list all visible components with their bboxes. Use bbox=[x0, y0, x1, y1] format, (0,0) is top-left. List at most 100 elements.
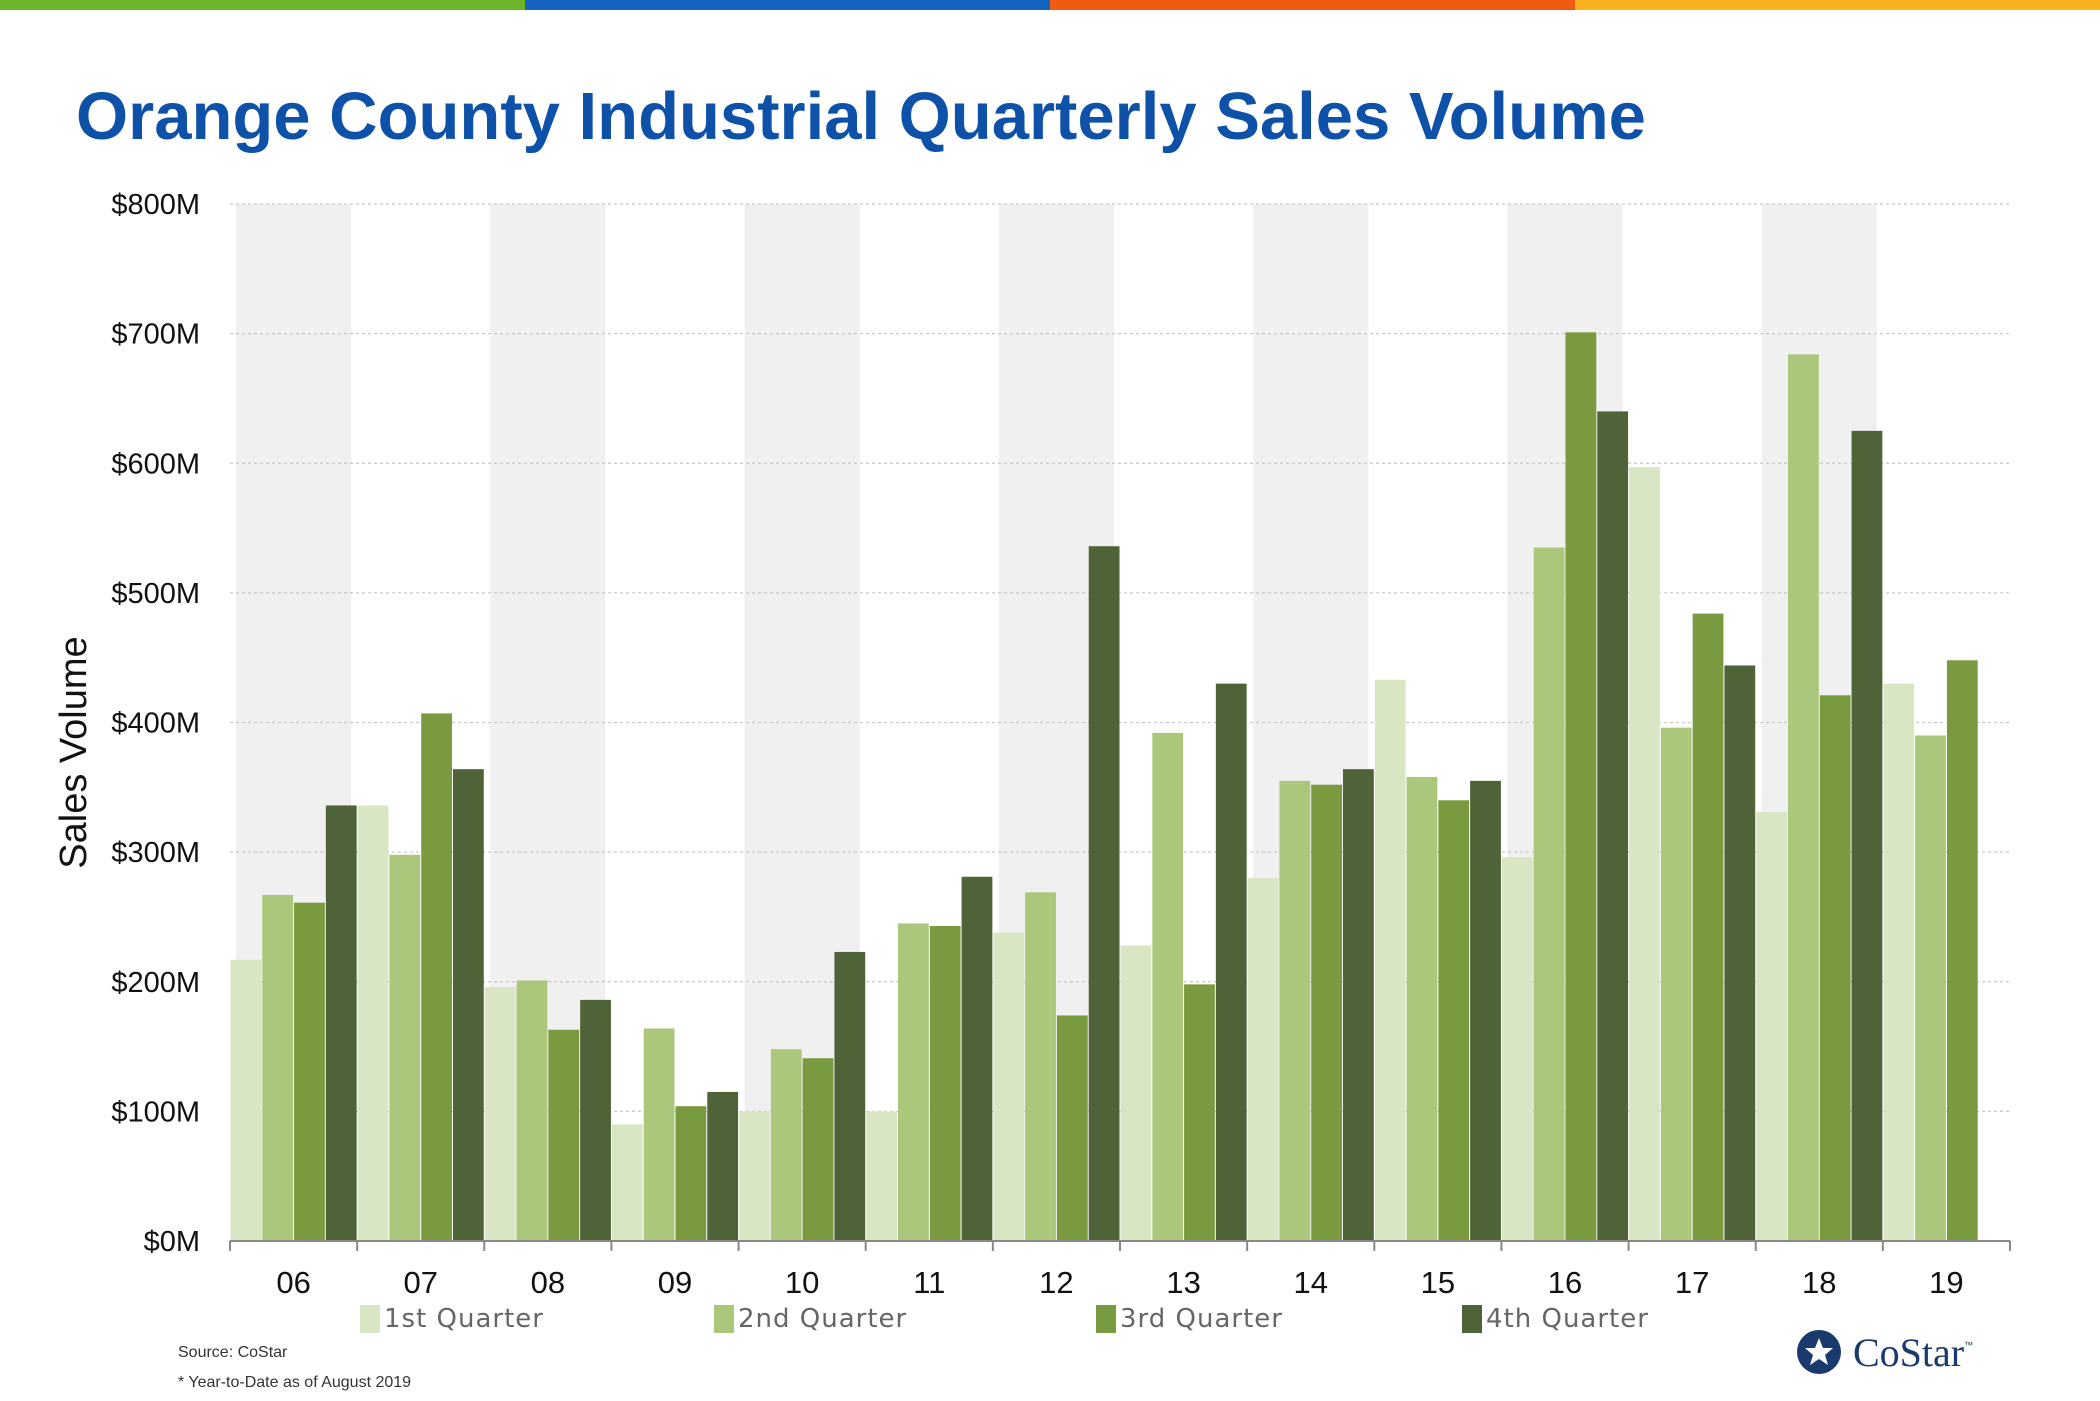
legend-label-q1: 1st Quarter bbox=[384, 1304, 544, 1334]
bar-17-q3 bbox=[1692, 613, 1724, 1241]
x-tick-label: 06 bbox=[276, 1265, 310, 1300]
bar-14-q1 bbox=[1247, 878, 1279, 1241]
bar-07-q4 bbox=[453, 769, 484, 1241]
bar-17-q4 bbox=[1724, 665, 1756, 1241]
bar-12-q3 bbox=[1056, 1015, 1088, 1241]
bar-chart: $0M $100M $200M $300M $400M $500M $600M $700M $8… bbox=[53, 189, 2011, 1300]
x-tick-label: 16 bbox=[1548, 1265, 1582, 1300]
top-bar-orange bbox=[1050, 0, 1575, 10]
x-tick-label: 08 bbox=[531, 1265, 565, 1300]
source-note: Source: CoStar bbox=[178, 1344, 288, 1361]
y-tick-label: $0M bbox=[144, 1226, 200, 1258]
legend-item-q2: 2nd Quarter bbox=[714, 1304, 907, 1334]
y-tick-label: $400M bbox=[111, 708, 200, 740]
bar-15-q4 bbox=[1470, 780, 1501, 1241]
bar-16-q2 bbox=[1533, 547, 1565, 1241]
bar-13-q2 bbox=[1152, 732, 1184, 1241]
x-tick-label: 14 bbox=[1293, 1265, 1327, 1300]
bar-09-q1 bbox=[611, 1124, 643, 1241]
x-tick-label: 12 bbox=[1039, 1265, 1073, 1300]
top-color-bar bbox=[0, 0, 2100, 10]
costar-logo: CoStar ™ bbox=[1793, 1326, 1973, 1378]
y-tick-label: $200M bbox=[111, 967, 200, 999]
bar-08-q1 bbox=[484, 986, 516, 1241]
legend-item-q4: 4th Quarter bbox=[1462, 1304, 1649, 1334]
bar-18-q1 bbox=[1756, 811, 1787, 1241]
bar-13-q1 bbox=[1120, 945, 1152, 1241]
legend-item-q3: 3rd Quarter bbox=[1096, 1304, 1283, 1334]
x-tick-label: 15 bbox=[1421, 1265, 1455, 1300]
bar-17-q1 bbox=[1629, 467, 1660, 1241]
bar-15-q3 bbox=[1438, 800, 1470, 1241]
bar-10-q2 bbox=[770, 1049, 802, 1241]
y-tick-label: $700M bbox=[111, 319, 200, 351]
bar-08-q4 bbox=[580, 999, 611, 1241]
bar-14-q4 bbox=[1343, 769, 1374, 1241]
bar-11-q3 bbox=[929, 926, 961, 1241]
top-bar-blue bbox=[525, 0, 1050, 10]
x-tick-label: 07 bbox=[403, 1265, 437, 1300]
top-bar-yellow bbox=[1575, 0, 2100, 10]
bar-13-q4 bbox=[1215, 683, 1247, 1241]
bar-14-q2 bbox=[1279, 780, 1311, 1241]
x-tick-label: 17 bbox=[1675, 1265, 1709, 1300]
bar-18-q4 bbox=[1851, 430, 1883, 1241]
bar-09-q2 bbox=[643, 1028, 675, 1241]
y-tick-label: $100M bbox=[111, 1096, 200, 1128]
legend-label-q3: 3rd Quarter bbox=[1120, 1304, 1283, 1334]
bar-19-q3 bbox=[1946, 660, 1978, 1241]
bar-16-q4 bbox=[1597, 411, 1629, 1241]
bar-11-q4 bbox=[961, 876, 993, 1241]
logo-trademark: ™ bbox=[1964, 1340, 1974, 1350]
bar-07-q2 bbox=[389, 854, 421, 1241]
x-tick-label: 09 bbox=[658, 1265, 692, 1300]
legend-swatch-q4 bbox=[1462, 1305, 1482, 1333]
bar-17-q2 bbox=[1660, 727, 1692, 1241]
bar-16-q1 bbox=[1501, 857, 1533, 1241]
legend-label-q4: 4th Quarter bbox=[1486, 1304, 1649, 1334]
bar-09-q4 bbox=[707, 1091, 739, 1241]
bar-06-q1 bbox=[230, 959, 262, 1241]
bar-12-q4 bbox=[1088, 546, 1120, 1241]
bar-15-q2 bbox=[1406, 776, 1438, 1241]
bar-07-q3 bbox=[421, 713, 452, 1241]
y-tick-label: $300M bbox=[111, 837, 200, 869]
x-tick-label: 10 bbox=[785, 1265, 819, 1300]
bar-08-q2 bbox=[516, 980, 548, 1241]
chart-title: Orange County Industrial Quarterly Sales… bbox=[76, 79, 1646, 154]
bar-12-q1 bbox=[993, 932, 1025, 1241]
bar-06-q4 bbox=[325, 805, 357, 1241]
costar-star-icon bbox=[1797, 1330, 1841, 1374]
bar-06-q3 bbox=[294, 902, 325, 1241]
y-tick-label: $500M bbox=[111, 578, 200, 610]
x-tick-label: 13 bbox=[1166, 1265, 1200, 1300]
y-tick-label: $600M bbox=[111, 448, 200, 480]
bar-16-q3 bbox=[1565, 332, 1597, 1241]
bar-15-q1 bbox=[1374, 679, 1406, 1241]
legend-label-q2: 2nd Quarter bbox=[738, 1304, 908, 1334]
bar-13-q3 bbox=[1184, 984, 1215, 1241]
x-tick-label: 18 bbox=[1802, 1265, 1836, 1300]
x-tick-label: 11 bbox=[913, 1265, 945, 1300]
bar-09-q3 bbox=[675, 1106, 707, 1241]
bar-11-q2 bbox=[898, 923, 929, 1241]
bar-08-q3 bbox=[548, 1029, 580, 1241]
legend-swatch-q2 bbox=[714, 1305, 734, 1333]
legend-swatch-q1 bbox=[360, 1305, 380, 1333]
legend: 1st Quarter 2nd Quarter 3rd Quarter 4th … bbox=[0, 1304, 2100, 1340]
x-tick-label: 19 bbox=[1929, 1265, 1963, 1300]
bar-14-q3 bbox=[1311, 784, 1342, 1241]
legend-swatch-q3 bbox=[1096, 1305, 1116, 1333]
top-bar-green bbox=[0, 0, 525, 10]
legend-item-q1: 1st Quarter bbox=[360, 1304, 544, 1334]
bar-06-q2 bbox=[262, 894, 294, 1241]
bar-19-q1 bbox=[1883, 683, 1915, 1241]
bar-18-q3 bbox=[1819, 695, 1851, 1241]
bar-12-q2 bbox=[1025, 892, 1056, 1241]
bar-10-q3 bbox=[802, 1058, 834, 1241]
y-axis-label: Sales Volume bbox=[53, 636, 95, 868]
bar-18-q2 bbox=[1788, 354, 1819, 1241]
bar-19-q2 bbox=[1915, 735, 1946, 1241]
bar-10-q4 bbox=[834, 951, 866, 1241]
logo-text: CoStar bbox=[1853, 1329, 1965, 1375]
